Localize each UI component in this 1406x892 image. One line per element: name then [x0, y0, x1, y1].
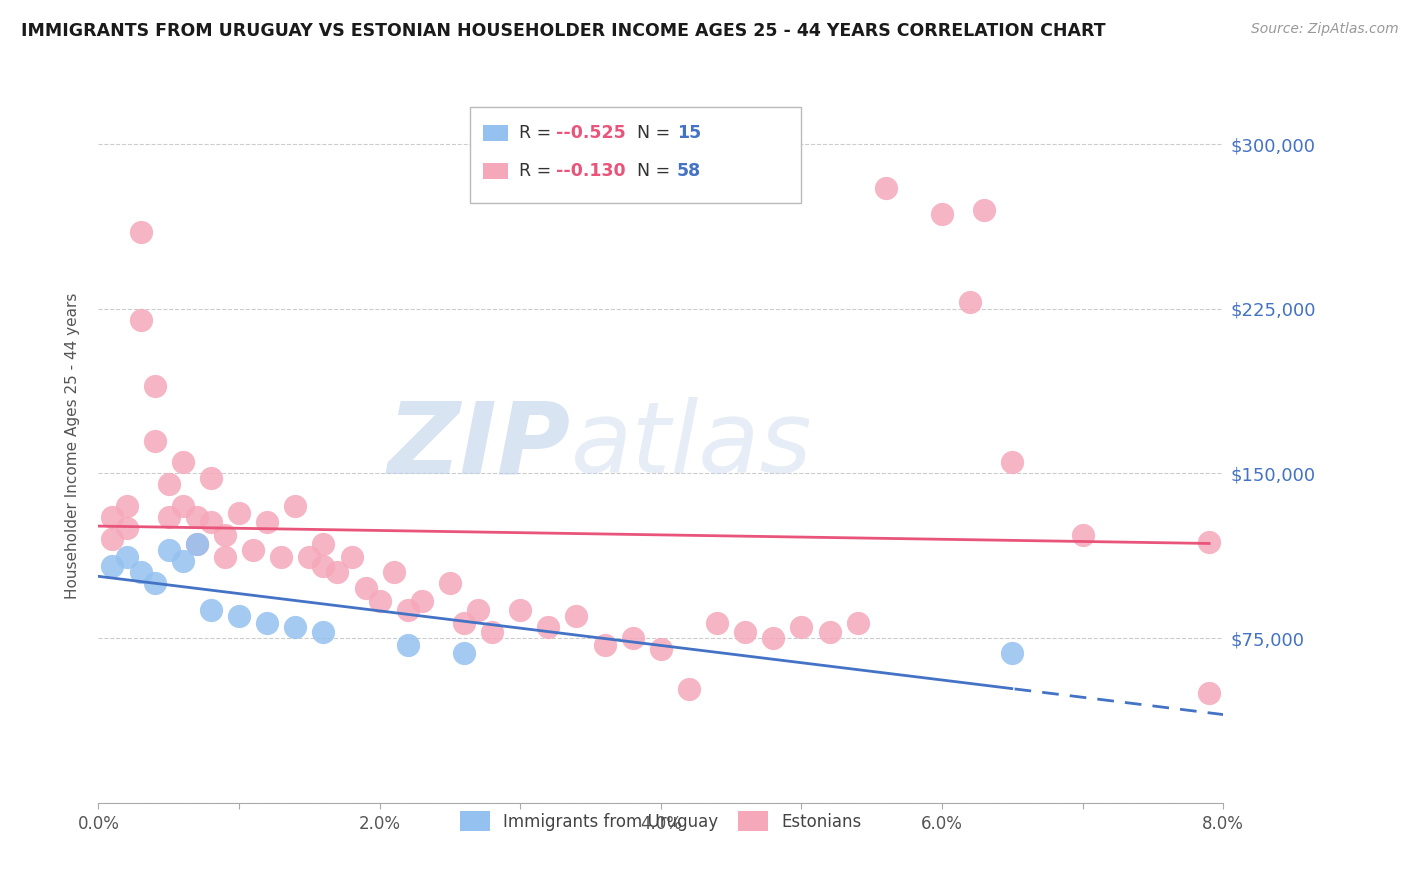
Point — [172, 455, 194, 469]
Point — [186, 510, 208, 524]
Point — [931, 207, 953, 221]
Text: R =: R = — [519, 162, 557, 180]
Point — [143, 434, 166, 448]
Point — [157, 543, 180, 558]
Point — [129, 312, 152, 326]
Point — [284, 500, 307, 514]
Text: 58: 58 — [676, 162, 700, 180]
Point — [214, 549, 236, 564]
Point — [439, 576, 461, 591]
Point — [790, 620, 813, 634]
Point — [453, 647, 475, 661]
Point — [200, 515, 222, 529]
Point — [973, 202, 995, 217]
Point — [312, 537, 335, 551]
Point — [396, 602, 419, 616]
Text: 15: 15 — [676, 124, 700, 142]
Point — [382, 566, 405, 580]
Point — [228, 609, 250, 624]
Point — [115, 549, 138, 564]
Point — [256, 615, 278, 630]
Point — [396, 638, 419, 652]
Text: --0.130: --0.130 — [557, 162, 626, 180]
Point — [214, 528, 236, 542]
Bar — [484, 125, 508, 141]
Point — [706, 615, 728, 630]
Point — [734, 624, 756, 639]
Point — [312, 624, 335, 639]
Point — [453, 615, 475, 630]
Point — [1198, 686, 1220, 700]
Point — [481, 624, 503, 639]
Point — [762, 631, 785, 645]
Point — [200, 471, 222, 485]
Point — [115, 500, 138, 514]
Point — [1001, 455, 1024, 469]
Point — [172, 554, 194, 568]
Text: IMMIGRANTS FROM URUGUAY VS ESTONIAN HOUSEHOLDER INCOME AGES 25 - 44 YEARS CORREL: IMMIGRANTS FROM URUGUAY VS ESTONIAN HOUS… — [21, 22, 1105, 40]
Y-axis label: Householder Income Ages 25 - 44 years: Householder Income Ages 25 - 44 years — [65, 293, 80, 599]
Point — [186, 537, 208, 551]
Point — [326, 566, 349, 580]
Legend: Immigrants from Uruguay, Estonians: Immigrants from Uruguay, Estonians — [453, 805, 869, 838]
Text: Source: ZipAtlas.com: Source: ZipAtlas.com — [1251, 22, 1399, 37]
Point — [284, 620, 307, 634]
Point — [818, 624, 841, 639]
Point — [228, 506, 250, 520]
Text: atlas: atlas — [571, 398, 813, 494]
FancyBboxPatch shape — [470, 107, 801, 203]
Point — [172, 500, 194, 514]
Point — [650, 642, 672, 657]
Point — [157, 477, 180, 491]
Point — [1001, 647, 1024, 661]
Text: ZIP: ZIP — [388, 398, 571, 494]
Point — [186, 537, 208, 551]
Point — [368, 594, 391, 608]
Text: --0.525: --0.525 — [557, 124, 626, 142]
Point — [101, 533, 124, 547]
Text: R =: R = — [519, 124, 557, 142]
Point — [1198, 534, 1220, 549]
Point — [354, 581, 377, 595]
Point — [270, 549, 292, 564]
Point — [621, 631, 644, 645]
Point — [959, 295, 981, 310]
Point — [200, 602, 222, 616]
Bar — [484, 163, 508, 179]
Point — [242, 543, 264, 558]
Point — [340, 549, 363, 564]
Point — [509, 602, 531, 616]
Point — [143, 378, 166, 392]
Point — [537, 620, 560, 634]
Point — [129, 566, 152, 580]
Point — [565, 609, 588, 624]
Point — [143, 576, 166, 591]
Point — [298, 549, 321, 564]
Point — [101, 558, 124, 573]
Text: N =: N = — [626, 124, 676, 142]
Point — [1071, 528, 1094, 542]
Point — [101, 510, 124, 524]
Text: N =: N = — [626, 162, 676, 180]
Point — [875, 181, 897, 195]
Point — [157, 510, 180, 524]
Point — [411, 594, 433, 608]
Point — [115, 521, 138, 535]
Point — [467, 602, 489, 616]
Point — [678, 681, 700, 696]
Point — [846, 615, 869, 630]
Point — [256, 515, 278, 529]
Point — [129, 225, 152, 239]
Point — [312, 558, 335, 573]
Point — [593, 638, 616, 652]
